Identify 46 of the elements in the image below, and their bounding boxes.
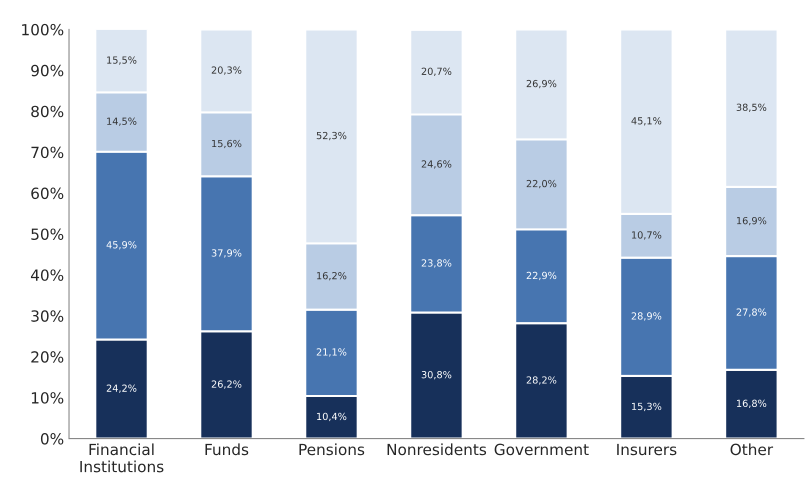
- data-label: 26,9%: [526, 80, 556, 88]
- data-label: 22,0%: [526, 180, 556, 188]
- data-label: 45,1%: [631, 117, 662, 126]
- y-tick-label: 80%: [31, 106, 64, 118]
- y-tick-label: 60%: [31, 188, 64, 200]
- y-tick-label: 40%: [30, 269, 64, 281]
- x-tick-label: Insurers: [617, 444, 676, 456]
- data-label: 38,5%: [736, 104, 766, 112]
- data-label: 24,2%: [106, 384, 136, 393]
- y-tick-label: 100%: [22, 24, 64, 36]
- data-label: 16,8%: [737, 400, 766, 408]
- data-label: 22,9%: [526, 272, 556, 280]
- data-label: 16,9%: [737, 216, 766, 226]
- x-tick-label: Government: [494, 444, 589, 456]
- data-label: 21,1%: [316, 348, 346, 357]
- x-tick-label: Funds: [206, 443, 248, 456]
- data-label: 30,8%: [422, 371, 452, 380]
- y-tick-label: 50%: [31, 228, 64, 240]
- data-label: 52,3%: [316, 132, 346, 140]
- data-label: 28,9%: [632, 312, 662, 321]
- x-tick-label: Pensions: [300, 443, 364, 456]
- y-tick-label: 30%: [31, 310, 64, 322]
- data-label: 16,2%: [317, 272, 346, 280]
- data-label: 15,3%: [632, 402, 662, 412]
- data-label: 15,6%: [212, 140, 242, 148]
- data-label: 27,8%: [736, 308, 766, 317]
- data-label: 10,4%: [317, 412, 346, 422]
- y-tick-label: 10%: [32, 392, 64, 404]
- x-tick-label: Financial Institutions: [80, 443, 164, 472]
- y-tick-label: 70%: [31, 146, 64, 158]
- x-tick-label: Nonresidents: [388, 443, 486, 456]
- data-label: 45,9%: [106, 241, 136, 250]
- y-tick-label: 90%: [31, 64, 64, 76]
- data-label: 20,3%: [212, 66, 242, 75]
- data-label: 28,2%: [526, 376, 556, 385]
- data-label: 24,6%: [422, 160, 452, 169]
- x-tick-label: Other: [730, 443, 774, 456]
- y-tick-label: 0%: [40, 433, 64, 445]
- y-tick-label: 20%: [31, 351, 64, 363]
- data-label: 15,5%: [107, 56, 136, 65]
- data-label: 14,5%: [107, 118, 136, 126]
- data-label: 26,2%: [212, 380, 242, 389]
- data-label: 23,8%: [422, 259, 452, 268]
- data-label: 20,7%: [422, 68, 452, 76]
- data-label: 37,9%: [212, 249, 242, 258]
- data-label: 10,7%: [632, 231, 662, 240]
